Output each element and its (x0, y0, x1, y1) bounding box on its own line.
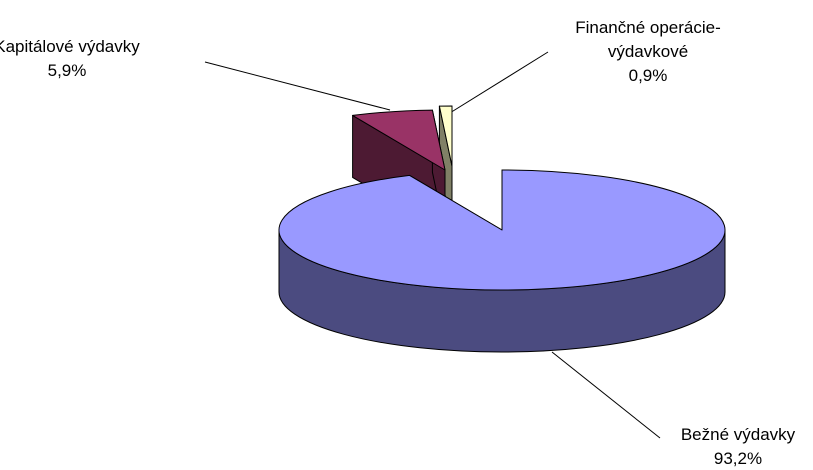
pie-slices (278, 105, 726, 353)
slice-label-3: Finančné operácie-výdavkové 0,9% (575, 18, 721, 85)
leader-line (204, 61, 391, 111)
slice-top (438, 105, 453, 167)
slice-label-2: Kapitálové výdavky 5,9% (0, 37, 140, 80)
slice-name-label: Finančné operácie- (575, 18, 721, 37)
pie-slice-1 (278, 169, 726, 353)
slice-value-label: 5,9% (48, 61, 87, 80)
slice-name-label: Kapitálové výdavky (0, 37, 140, 56)
leader-line (444, 51, 549, 117)
slice-labels: Bežné výdavky 93,2% Kapitálové výdavky 5,9%… (0, 18, 796, 468)
slice-label-1: Bežné výdavky 93,2% (681, 425, 796, 468)
slice-value-label: 0,9% (629, 66, 668, 85)
slice-value-label: 93,2% (714, 449, 762, 468)
leader-line (551, 351, 661, 439)
leader-lines (204, 51, 661, 439)
slice-name-label: výdavkové (608, 42, 688, 61)
slice-name-label: Bežné výdavky (681, 425, 796, 444)
slice-top (278, 169, 726, 291)
slice-top (352, 109, 446, 171)
